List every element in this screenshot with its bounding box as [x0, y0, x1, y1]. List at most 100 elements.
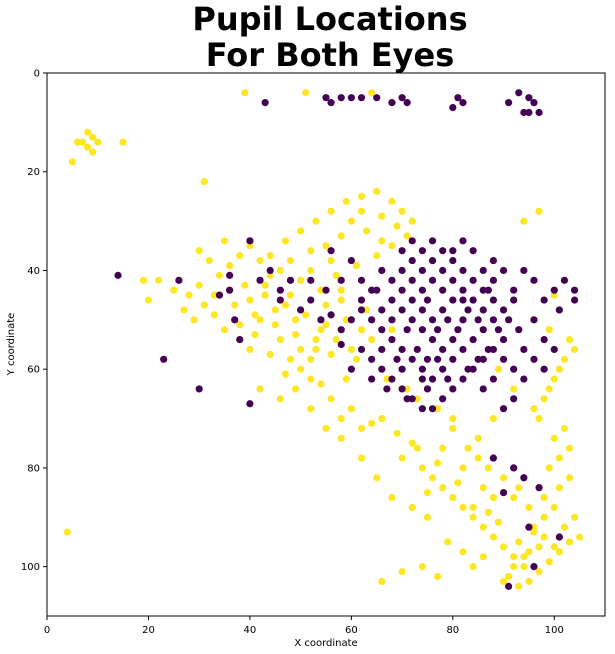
scatter-point-s1-169 [505, 316, 513, 324]
scatter-point-s0-217 [464, 444, 472, 452]
scatter-point-s0-116 [307, 355, 315, 363]
scatter-point-s1-21 [215, 291, 224, 299]
scatter-point-s0-205 [550, 543, 558, 551]
scatter-point-s0-6 [73, 138, 82, 146]
scatter-point-s0-159 [200, 301, 208, 309]
scatter-point-s1-75 [357, 306, 366, 314]
scatter-point-s0-73 [530, 405, 538, 413]
scatter-point-s1-123 [510, 296, 518, 304]
scatter-point-s0-203 [530, 528, 538, 536]
scatter-point-s0-181 [378, 212, 386, 220]
scatter-point-s0-141 [388, 197, 396, 205]
scatter-point-s0-119 [388, 326, 396, 334]
scatter-point-s1-98 [388, 316, 396, 324]
scatter-point-s1-171 [388, 296, 396, 304]
scatter-point-s0-68 [555, 454, 563, 462]
scatter-point-s1-99 [378, 345, 386, 354]
scatter-point-s1-9 [403, 99, 411, 107]
scatter-point-s1-73 [378, 326, 386, 334]
scatter-point-s0-171 [256, 316, 264, 324]
scatter-point-s0-26 [266, 350, 274, 358]
scatter-point-s0-211 [525, 503, 533, 511]
scatter-point-s0-167 [286, 256, 295, 265]
scatter-point-s0-34 [337, 414, 345, 423]
scatter-point-s1-88 [469, 335, 477, 344]
scatter-point-s0-201 [525, 548, 533, 556]
scatter-point-s0-140 [373, 187, 381, 196]
scatter-point-s0-29 [307, 375, 315, 383]
scatter-point-s1-50 [510, 286, 518, 294]
scatter-point-s0-56 [535, 567, 543, 576]
scatter-point-s0-31 [291, 385, 300, 393]
scatter-point-s1-39 [398, 266, 406, 275]
scatter-point-s0-35 [357, 424, 366, 433]
scatter-point-s0-169 [246, 296, 254, 304]
scatter-point-s1-172 [378, 306, 386, 314]
scatter-point-s1-112 [439, 266, 447, 275]
scatter-point-s1-185 [413, 345, 421, 354]
scatter-point-s0-212 [510, 493, 518, 502]
scatter-point-s1-100 [398, 365, 406, 373]
scatter-point-s1-148 [535, 484, 543, 492]
scatter-point-s0-148 [332, 271, 340, 279]
scatter-point-s1-135 [510, 365, 518, 373]
scatter-point-s0-4 [89, 148, 97, 156]
scatter-point-s1-58 [555, 306, 563, 314]
scatter-point-s0-199 [494, 518, 503, 526]
x-tick-label: 100 [545, 625, 564, 636]
scatter-point-s0-32 [327, 395, 335, 403]
y-axis-label: Y coordinate [6, 313, 17, 377]
scatter-point-s0-151 [357, 326, 366, 334]
scatter-point-s0-74 [540, 395, 548, 403]
scatter-point-s1-177 [408, 237, 416, 245]
scatter-point-s0-195 [413, 444, 421, 452]
scatter-point-s0-58 [555, 548, 563, 556]
scatter-point-s1-142 [418, 405, 426, 413]
scatter-point-s1-26 [195, 385, 203, 393]
scatter-point-s1-4 [347, 94, 355, 102]
scatter-point-s0-177 [378, 237, 386, 245]
scatter-point-s1-20 [226, 286, 234, 294]
scatter-point-s1-161 [383, 385, 391, 393]
scatter-point-s1-125 [489, 375, 497, 383]
scatter-point-s0-45 [449, 493, 457, 502]
scatter-point-s1-1 [322, 94, 330, 102]
scatter-point-s0-154 [291, 331, 300, 339]
scatter-point-s1-28 [114, 271, 122, 279]
scatter-point-s0-187 [251, 331, 259, 339]
scatter-point-s0-36 [368, 419, 376, 428]
y-tick-label: 20 [27, 167, 40, 178]
scatter-point-s1-138 [378, 365, 386, 373]
scatter-point-s0-188 [236, 321, 244, 329]
scatter-point-s0-25 [246, 345, 254, 354]
scatter-point-s1-133 [540, 335, 548, 344]
scatter-point-s1-8 [398, 94, 406, 102]
scatter-point-s1-105 [449, 296, 457, 304]
scatter-point-s0-3 [83, 143, 92, 151]
scatter-point-s1-36 [357, 296, 366, 304]
scatter-point-s0-64 [540, 493, 548, 502]
scatter-point-s0-153 [312, 345, 320, 354]
scatter-point-s0-13 [368, 89, 376, 97]
scatter-point-s0-185 [286, 291, 295, 299]
scatter-point-s1-188 [403, 326, 411, 334]
scatter-point-s0-65 [555, 484, 563, 492]
scatter-point-s1-164 [444, 375, 452, 383]
scatter-point-s0-38 [393, 429, 401, 437]
scatter-point-s1-19 [535, 108, 543, 117]
scatter-point-s0-105 [423, 513, 432, 521]
scatter-point-s0-122 [317, 286, 325, 294]
scatter-point-s0-98 [469, 563, 477, 571]
scatter-point-s1-176 [398, 247, 406, 255]
scatter-point-s0-14 [195, 281, 203, 289]
scatter-point-s0-96 [469, 503, 477, 511]
scatter-point-s1-126 [479, 385, 487, 393]
scatter-point-s0-81 [545, 326, 553, 334]
scatter-point-s0-67 [545, 464, 553, 472]
scatter-point-s0-80 [565, 335, 574, 344]
scatter-point-s1-61 [499, 335, 508, 344]
scatter-point-s0-152 [332, 335, 340, 344]
x-tick-label: 80 [446, 625, 459, 636]
scatter-point-s1-62 [489, 345, 497, 354]
